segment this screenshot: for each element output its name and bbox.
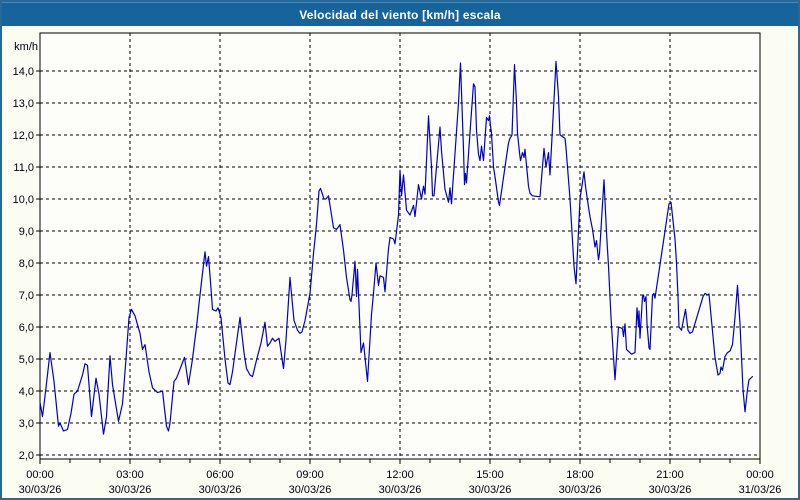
y-tick-label: 2,0 <box>19 450 34 462</box>
y-tick-label: 8,0 <box>19 258 34 270</box>
y-tick-label: 5,0 <box>19 354 34 366</box>
wind-speed-line <box>39 60 754 435</box>
y-axis-unit-label: km/h <box>14 41 38 53</box>
x-tick-time-label: 21:00 <box>656 469 684 481</box>
x-tick-time-label: 06:00 <box>206 469 234 481</box>
y-tick-label: 3,0 <box>19 418 34 430</box>
x-tick-time-label: 09:00 <box>296 469 324 481</box>
x-tick-time-label: 00:00 <box>26 469 54 481</box>
y-tick-label: 14,0 <box>13 66 34 78</box>
y-tick-label: 7,0 <box>19 290 34 302</box>
chart-svg: 2,0 3,0 4,0 5,0 6,0 7,0 8,0 9,0 10,0 11,0 12,0 13,0… <box>13 32 782 496</box>
x-tick-date-label: 30/03/26 <box>649 484 692 496</box>
x-tick-date-label: 30/03/26 <box>289 484 332 496</box>
x-tick-date-label: 31/03/26 <box>739 484 782 496</box>
y-tick-label: 4,0 <box>19 386 34 398</box>
wind-speed-chart: 2,0 3,0 4,0 5,0 6,0 7,0 8,0 9,0 10,0 11,0 12,0 13,0… <box>2 26 798 498</box>
x-tick-date-label: 30/03/26 <box>379 484 422 496</box>
x-tick-date-label: 30/03/26 <box>469 484 512 496</box>
x-tick-time-label: 18:00 <box>566 469 594 481</box>
y-tick-label: 12,0 <box>13 130 34 142</box>
title-bar: Velocidad del viento [km/h] escala <box>2 2 798 26</box>
x-tick-date-label: 30/03/26 <box>559 484 602 496</box>
x-tick-date-label: 30/03/26 <box>109 484 152 496</box>
y-tick-label: 6,0 <box>19 322 34 334</box>
x-tick-time-label: 00:00 <box>746 469 774 481</box>
y-tick-label: 11,0 <box>13 162 34 174</box>
y-tick-label: 9,0 <box>19 226 34 238</box>
x-tick-date-label: 30/03/26 <box>19 484 62 496</box>
x-tick-time-label: 12:00 <box>386 469 414 481</box>
x-tick-time-label: 15:00 <box>476 469 504 481</box>
y-tick-label: 10,0 <box>13 194 34 206</box>
x-tick-date-label: 30/03/26 <box>199 484 242 496</box>
chart-title: Velocidad del viento [km/h] escala <box>299 7 501 22</box>
x-tick-time-label: 03:00 <box>116 469 144 481</box>
y-tick-label: 13,0 <box>13 98 34 110</box>
